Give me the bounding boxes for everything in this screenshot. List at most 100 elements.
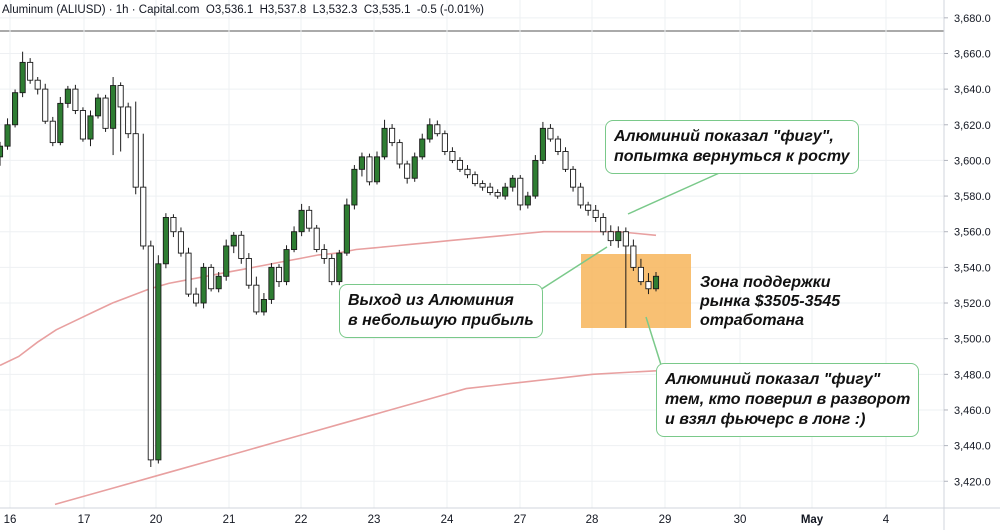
candle-down xyxy=(102,97,109,129)
candle-down xyxy=(441,133,448,152)
candle-down xyxy=(464,168,471,176)
candle-down xyxy=(517,177,524,206)
candle-down xyxy=(585,204,592,211)
candle-up xyxy=(223,245,230,277)
candle-down xyxy=(321,249,328,259)
candle-up xyxy=(87,115,94,140)
candle-down xyxy=(479,183,486,188)
candle-up xyxy=(652,275,660,290)
candle-down xyxy=(192,293,200,304)
annotation-bottom: Алюминий показал "фигу" тем, кто поверил… xyxy=(656,363,920,437)
candle-down xyxy=(208,266,215,290)
candle-down xyxy=(275,266,283,283)
candle-down xyxy=(125,106,132,135)
annotation-exit: Выход из Алюминия в небольшую прибыль xyxy=(339,284,543,338)
moving-average-fast xyxy=(0,230,657,367)
candle-down xyxy=(562,151,569,170)
y-tick-label: 3,520.0 xyxy=(954,298,991,310)
y-tick-label: 3,640.0 xyxy=(954,84,991,96)
candle-down xyxy=(147,245,154,461)
candle-down xyxy=(27,61,34,81)
candle-up xyxy=(532,159,539,197)
candle-down xyxy=(637,266,644,283)
candle-up xyxy=(215,275,222,290)
moving-averages xyxy=(0,230,657,506)
x-tick-label: 17 xyxy=(78,514,91,526)
y-tick-label: 3,440.0 xyxy=(954,441,991,453)
candle-down xyxy=(117,85,124,108)
candle-up xyxy=(524,195,531,206)
candle-down xyxy=(306,209,313,229)
candle-up xyxy=(57,102,64,144)
candle-up xyxy=(336,252,343,283)
candle-down xyxy=(253,284,260,313)
candle-down xyxy=(42,88,49,122)
candle-down xyxy=(79,110,86,140)
data-source: Capital.com xyxy=(138,4,200,16)
candles xyxy=(0,51,660,468)
x-tick-label: 4 xyxy=(883,514,890,526)
candle-up xyxy=(200,266,207,304)
candle-down xyxy=(404,163,411,179)
pointer-exit xyxy=(539,246,608,291)
candle-up xyxy=(12,92,19,126)
candle-up xyxy=(260,299,267,313)
x-tick-label: 21 xyxy=(223,514,236,526)
candle-down xyxy=(630,245,637,268)
candle-up xyxy=(230,234,237,247)
annotation-pointers xyxy=(539,169,727,369)
candle-down xyxy=(449,151,456,161)
candle-down xyxy=(49,120,56,144)
candle-up xyxy=(343,204,350,254)
y-tick-label: 3,660.0 xyxy=(954,48,991,60)
candle-down xyxy=(434,124,441,135)
candle-up xyxy=(0,145,4,158)
candle-down xyxy=(238,234,245,259)
candle-down xyxy=(471,174,479,185)
x-tick-label: 23 xyxy=(368,514,381,526)
y-tick-label: 3,580.0 xyxy=(954,191,991,203)
price-axis[interactable]: 3,420.0 3,440.0 3,460.0 3,480.0 3,500.0 3,520… xyxy=(943,0,991,530)
candle-down xyxy=(389,127,396,144)
pointer-bottom xyxy=(645,316,663,369)
candle-up xyxy=(110,85,117,129)
y-tick-label: 3,480.0 xyxy=(954,369,991,381)
candle-up xyxy=(419,138,426,158)
annotation-zone: Зона поддержки рынка $3505-3545 отработа… xyxy=(700,274,841,329)
candle-down xyxy=(547,127,554,140)
x-tick-label: 20 xyxy=(150,514,163,526)
candle-up xyxy=(509,177,516,188)
x-tick-label: 22 xyxy=(295,514,308,526)
annotation-top: Алюминий показал "фигу", попытка вернуть… xyxy=(605,120,859,174)
candle-down xyxy=(600,217,607,233)
interval-label[interactable]: 1h xyxy=(115,4,129,16)
candle-down xyxy=(494,192,501,197)
candle-up xyxy=(358,156,365,170)
candle-down xyxy=(607,231,614,242)
y-tick-label: 3,460.0 xyxy=(954,405,991,417)
pointer-top xyxy=(627,169,727,215)
y-tick-label: 3,600.0 xyxy=(954,155,991,167)
candle-down xyxy=(72,88,79,111)
x-tick-label: 30 xyxy=(734,514,747,526)
time-axis[interactable]: 16 17 20 21 22 23 24 27 28 29 30 May 4 xyxy=(0,507,1000,526)
y-tick-label: 3,620.0 xyxy=(954,120,991,132)
symbol-name[interactable]: Aluminum (ALIUSD) xyxy=(2,4,106,16)
candle-down xyxy=(34,79,41,90)
ohlc-readout: O3,536.1 H3,537.8 L3,532.3 C3,535.1 -0.5… xyxy=(205,4,485,16)
moving-average-slow xyxy=(54,370,657,506)
candle-down xyxy=(622,231,629,247)
y-tick-label: 3,420.0 xyxy=(954,476,991,488)
candle-up xyxy=(4,124,11,147)
candle-down xyxy=(170,217,177,233)
candle-down xyxy=(313,227,320,250)
y-tick-label: 3,500.0 xyxy=(954,334,991,346)
y-tick-label: 3,680.0 xyxy=(954,13,991,25)
y-tick-label: 3,540.0 xyxy=(954,262,991,274)
candle-up xyxy=(64,88,71,104)
candle-down xyxy=(328,258,335,283)
candle-down xyxy=(487,186,494,193)
candle-down xyxy=(396,142,403,165)
candle-up xyxy=(615,231,622,242)
candle-down xyxy=(177,231,185,254)
